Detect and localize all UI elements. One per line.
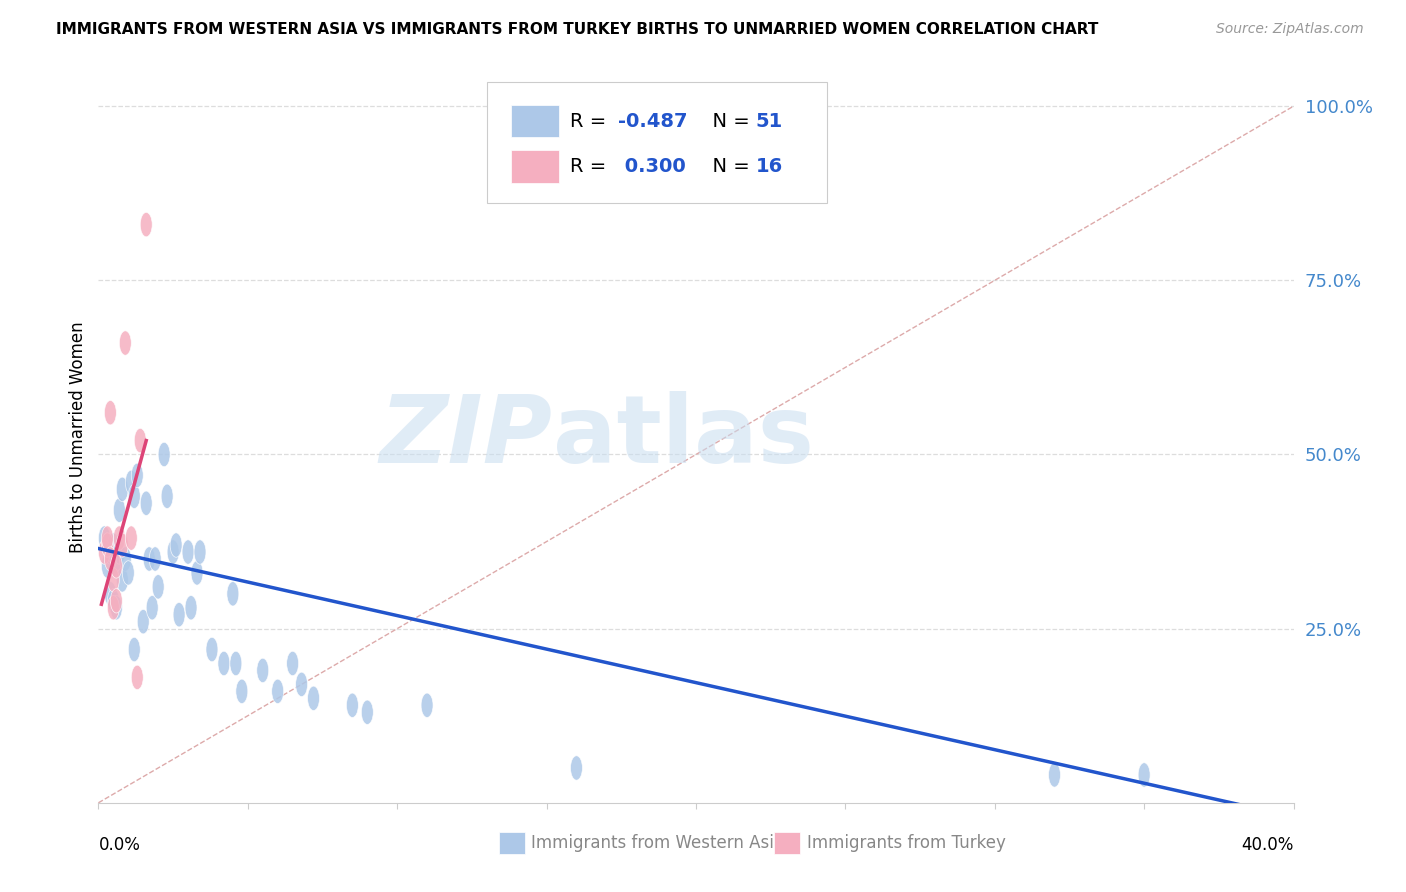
Ellipse shape <box>131 463 143 488</box>
Ellipse shape <box>231 651 242 675</box>
Ellipse shape <box>117 567 128 592</box>
Ellipse shape <box>191 561 202 585</box>
Ellipse shape <box>111 596 122 620</box>
Ellipse shape <box>186 596 197 620</box>
Ellipse shape <box>125 526 138 550</box>
Ellipse shape <box>141 212 152 236</box>
Ellipse shape <box>183 540 194 565</box>
Ellipse shape <box>226 582 239 606</box>
Ellipse shape <box>122 561 135 585</box>
Ellipse shape <box>107 533 120 558</box>
Ellipse shape <box>98 526 111 550</box>
Ellipse shape <box>420 693 433 717</box>
Ellipse shape <box>361 700 374 724</box>
Text: -0.487: -0.487 <box>619 112 688 130</box>
FancyBboxPatch shape <box>486 82 828 203</box>
Ellipse shape <box>173 602 186 627</box>
Ellipse shape <box>104 540 117 565</box>
Ellipse shape <box>120 331 131 355</box>
Ellipse shape <box>101 554 114 578</box>
Ellipse shape <box>346 693 359 717</box>
Ellipse shape <box>149 547 162 571</box>
Text: Immigrants from Turkey: Immigrants from Turkey <box>807 834 1005 852</box>
Ellipse shape <box>194 540 207 565</box>
Ellipse shape <box>101 533 114 558</box>
FancyBboxPatch shape <box>510 151 558 183</box>
Text: R =: R = <box>571 112 613 130</box>
Ellipse shape <box>141 491 152 516</box>
Ellipse shape <box>120 547 131 571</box>
Ellipse shape <box>111 554 122 578</box>
Ellipse shape <box>308 686 319 711</box>
FancyBboxPatch shape <box>773 832 800 854</box>
Ellipse shape <box>111 554 122 578</box>
Ellipse shape <box>104 401 117 425</box>
Ellipse shape <box>1139 763 1150 787</box>
Ellipse shape <box>167 540 179 565</box>
Ellipse shape <box>287 651 298 675</box>
Text: 51: 51 <box>756 112 783 130</box>
Text: 40.0%: 40.0% <box>1241 836 1294 854</box>
Ellipse shape <box>128 484 141 508</box>
Text: N =: N = <box>700 157 755 176</box>
Ellipse shape <box>111 589 122 613</box>
Ellipse shape <box>162 484 173 508</box>
Y-axis label: Births to Unmarried Women: Births to Unmarried Women <box>69 321 87 553</box>
Ellipse shape <box>107 589 120 613</box>
Ellipse shape <box>135 428 146 453</box>
Ellipse shape <box>143 547 155 571</box>
Text: 0.0%: 0.0% <box>98 836 141 854</box>
Ellipse shape <box>107 596 120 620</box>
Ellipse shape <box>257 658 269 682</box>
Text: ZIP: ZIP <box>380 391 553 483</box>
Text: IMMIGRANTS FROM WESTERN ASIA VS IMMIGRANTS FROM TURKEY BIRTHS TO UNMARRIED WOMEN: IMMIGRANTS FROM WESTERN ASIA VS IMMIGRAN… <box>56 22 1098 37</box>
Ellipse shape <box>125 470 138 494</box>
Ellipse shape <box>207 638 218 662</box>
Text: atlas: atlas <box>553 391 814 483</box>
Ellipse shape <box>271 679 284 704</box>
Ellipse shape <box>101 533 114 558</box>
Ellipse shape <box>101 526 114 550</box>
Ellipse shape <box>117 533 128 558</box>
Ellipse shape <box>1049 763 1060 787</box>
Text: N =: N = <box>700 112 755 130</box>
Ellipse shape <box>138 609 149 634</box>
Ellipse shape <box>117 477 128 501</box>
Ellipse shape <box>170 533 183 558</box>
Ellipse shape <box>146 596 159 620</box>
Ellipse shape <box>236 679 247 704</box>
Ellipse shape <box>159 442 170 467</box>
FancyBboxPatch shape <box>510 105 558 137</box>
Ellipse shape <box>152 574 165 599</box>
Ellipse shape <box>131 665 143 690</box>
Text: 16: 16 <box>756 157 783 176</box>
Ellipse shape <box>107 567 120 592</box>
Ellipse shape <box>104 582 117 606</box>
FancyBboxPatch shape <box>499 832 524 854</box>
Ellipse shape <box>114 498 125 523</box>
Text: Immigrants from Western Asia: Immigrants from Western Asia <box>531 834 785 852</box>
Ellipse shape <box>295 673 308 697</box>
Text: R =: R = <box>571 157 613 176</box>
Ellipse shape <box>128 638 141 662</box>
Ellipse shape <box>114 526 125 550</box>
Ellipse shape <box>104 547 117 571</box>
Ellipse shape <box>571 756 582 780</box>
Text: Source: ZipAtlas.com: Source: ZipAtlas.com <box>1216 22 1364 37</box>
Text: 0.300: 0.300 <box>619 157 686 176</box>
Ellipse shape <box>114 540 125 565</box>
Ellipse shape <box>218 651 231 675</box>
Ellipse shape <box>98 540 111 565</box>
Ellipse shape <box>107 540 120 565</box>
